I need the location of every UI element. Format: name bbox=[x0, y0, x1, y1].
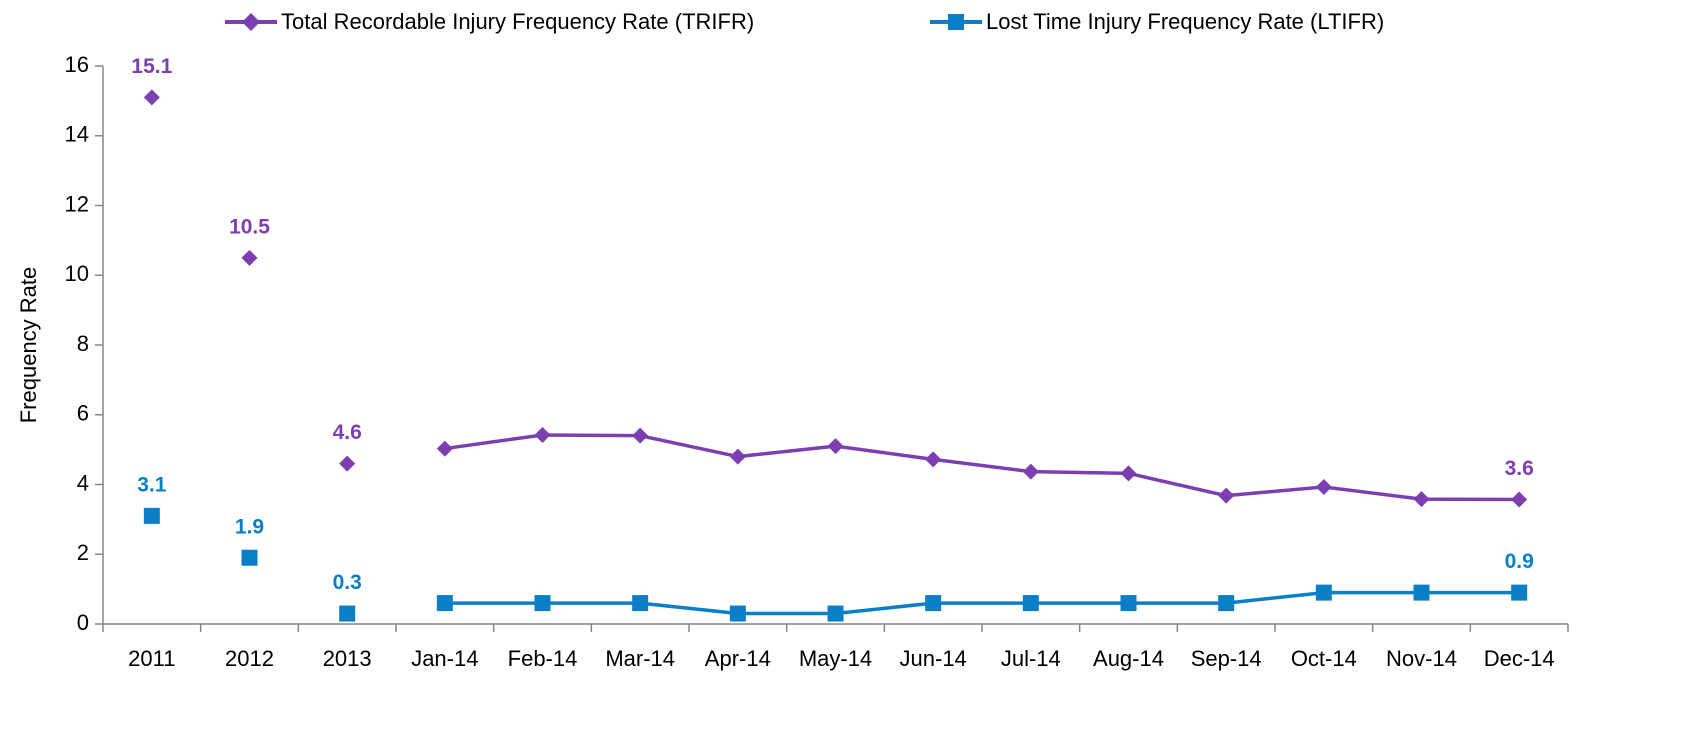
data-point bbox=[1511, 584, 1528, 601]
data-point bbox=[1315, 478, 1332, 495]
data-point bbox=[925, 595, 942, 612]
data-point bbox=[241, 549, 258, 566]
data-point bbox=[729, 605, 746, 622]
x-tick-label: Oct-14 bbox=[1291, 646, 1357, 671]
y-tick-label: 4 bbox=[77, 470, 89, 495]
series-line bbox=[444, 590, 1520, 616]
x-tick-label: Sep-14 bbox=[1191, 646, 1262, 671]
data-label: 4.6 bbox=[333, 421, 362, 444]
x-tick-label: Jul-14 bbox=[1001, 646, 1061, 671]
data-label: 1.9 bbox=[235, 515, 264, 538]
data-point bbox=[339, 605, 356, 622]
data-label: 3.1 bbox=[137, 473, 167, 496]
legend-marker bbox=[242, 13, 260, 31]
data-point bbox=[1218, 595, 1235, 612]
data-point bbox=[827, 605, 844, 622]
y-tick-label: 6 bbox=[77, 401, 89, 426]
y-tick-label: 12 bbox=[65, 191, 89, 216]
data-point bbox=[1413, 491, 1430, 508]
data-point bbox=[534, 595, 551, 612]
x-tick-label: Mar-14 bbox=[605, 646, 675, 671]
data-point bbox=[1022, 595, 1039, 612]
x-tick-label: 2012 bbox=[225, 646, 274, 671]
data-point bbox=[241, 249, 258, 266]
data-point bbox=[534, 426, 551, 443]
x-tick-label: Apr-14 bbox=[705, 646, 771, 671]
data-point bbox=[1022, 463, 1039, 480]
data-point bbox=[925, 451, 942, 468]
x-tick-label: Aug-14 bbox=[1093, 646, 1164, 671]
data-point bbox=[729, 448, 746, 465]
data-label: 10.5 bbox=[229, 215, 270, 238]
legend-label: Total Recordable Injury Frequency Rate (… bbox=[281, 9, 754, 34]
data-point bbox=[1120, 595, 1137, 612]
data-point bbox=[1120, 465, 1137, 482]
y-tick-label: 10 bbox=[65, 261, 89, 286]
data-point bbox=[1511, 491, 1528, 508]
data-point bbox=[339, 455, 356, 472]
data-point bbox=[143, 89, 160, 106]
x-tick-label: Nov-14 bbox=[1386, 646, 1457, 671]
data-point bbox=[1413, 584, 1430, 601]
series-line bbox=[444, 433, 1520, 502]
legend-label: Lost Time Injury Frequency Rate (LTIFR) bbox=[986, 9, 1384, 34]
data-point bbox=[436, 440, 453, 457]
legend-marker bbox=[948, 14, 964, 30]
y-axis-label: Frequency Rate bbox=[16, 267, 41, 424]
y-tick-label: 2 bbox=[77, 540, 89, 565]
data-label: 3.6 bbox=[1505, 457, 1534, 480]
data-point bbox=[827, 438, 844, 455]
data-point bbox=[1315, 584, 1332, 601]
data-point bbox=[436, 595, 453, 612]
data-point bbox=[143, 507, 160, 524]
data-point bbox=[632, 427, 649, 444]
data-label: 0.3 bbox=[333, 571, 362, 594]
x-tick-label: Jun-14 bbox=[900, 646, 967, 671]
x-tick-label: May-14 bbox=[799, 646, 872, 671]
x-tick-label: 2011 bbox=[128, 646, 175, 671]
data-point bbox=[632, 595, 649, 612]
y-tick-label: 14 bbox=[65, 122, 89, 147]
x-tick-label: 2013 bbox=[323, 646, 372, 671]
x-tick-label: Jan-14 bbox=[411, 646, 478, 671]
data-label: 0.9 bbox=[1505, 550, 1534, 573]
x-tick-label: Feb-14 bbox=[508, 646, 578, 671]
data-label: 15.1 bbox=[131, 55, 172, 78]
y-tick-label: 0 bbox=[77, 610, 89, 635]
y-tick-label: 8 bbox=[77, 331, 89, 356]
data-point bbox=[1218, 487, 1235, 504]
x-tick-label: Dec-14 bbox=[1484, 646, 1555, 671]
y-tick-label: 16 bbox=[65, 52, 89, 77]
